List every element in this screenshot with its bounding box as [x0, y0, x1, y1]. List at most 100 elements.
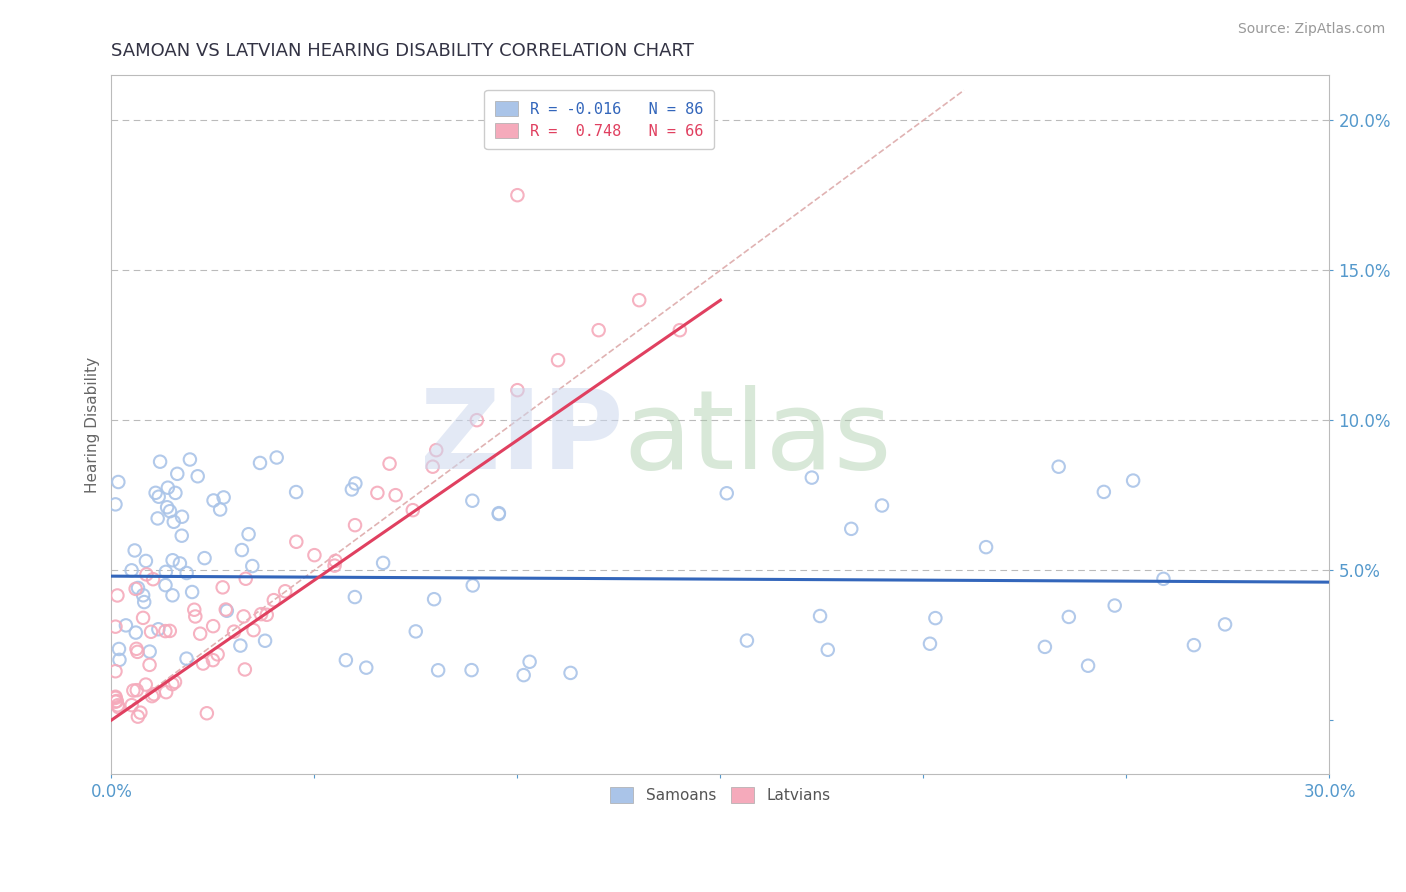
Point [325, 554, 347, 568]
Point [256, 607, 278, 622]
Point [229, 639, 252, 653]
Point [105, 694, 128, 708]
Point [1077, 658, 1099, 673]
Point [250, 607, 273, 621]
Point [129, 706, 152, 720]
Point [1104, 599, 1126, 613]
Point [222, 624, 245, 639]
Text: SAMOAN VS LATVIAN HEARING DISABILITY CORRELATION CHART: SAMOAN VS LATVIAN HEARING DISABILITY COR… [111, 42, 695, 60]
Point [323, 558, 346, 573]
Point [1092, 484, 1115, 499]
Point [274, 584, 297, 599]
Point [155, 578, 177, 592]
Point [1057, 610, 1080, 624]
Point [263, 593, 285, 607]
Point [215, 604, 238, 618]
Point [108, 642, 131, 657]
Point [104, 620, 127, 634]
Point [188, 626, 211, 640]
Point [669, 323, 692, 337]
Point [169, 557, 191, 571]
Point [162, 553, 184, 567]
Point [1122, 474, 1144, 488]
Point [212, 491, 235, 505]
Point [104, 690, 127, 705]
Point [108, 653, 131, 667]
Point [170, 509, 193, 524]
Point [125, 683, 148, 698]
Point [107, 475, 129, 489]
Point [193, 551, 215, 566]
Point [340, 483, 363, 497]
Point [1033, 640, 1056, 654]
Point [156, 500, 179, 515]
Point [166, 467, 188, 481]
Point [628, 293, 651, 308]
Point [506, 383, 529, 397]
Point [159, 624, 181, 638]
Point [839, 522, 862, 536]
Point [170, 529, 193, 543]
Point [134, 595, 156, 609]
Point [405, 624, 427, 639]
Point [142, 572, 165, 586]
Point [423, 592, 446, 607]
Point [402, 503, 425, 517]
Point [127, 645, 149, 659]
Point [335, 653, 357, 667]
Point [132, 588, 155, 602]
Point [195, 706, 218, 721]
Point [115, 618, 138, 632]
Point [143, 687, 166, 701]
Point [384, 488, 406, 502]
Point [104, 690, 127, 704]
Point [122, 683, 145, 698]
Point [124, 582, 146, 596]
Point [870, 499, 893, 513]
Point [176, 651, 198, 665]
Point [179, 452, 201, 467]
Point [145, 486, 167, 500]
Point [181, 585, 204, 599]
Y-axis label: Hearing Disability: Hearing Disability [86, 357, 100, 492]
Point [378, 457, 401, 471]
Point [249, 456, 271, 470]
Point [148, 490, 170, 504]
Point [107, 700, 129, 714]
Point [343, 590, 366, 604]
Point [716, 486, 738, 500]
Point [422, 459, 444, 474]
Point [104, 497, 127, 511]
Point [242, 623, 264, 637]
Point [488, 507, 510, 521]
Point [231, 543, 253, 558]
Point [1047, 459, 1070, 474]
Point [107, 589, 129, 603]
Point [163, 515, 186, 529]
Point [1213, 617, 1236, 632]
Point [354, 661, 377, 675]
Point [146, 511, 169, 525]
Point [588, 323, 610, 337]
Point [512, 668, 534, 682]
Point [304, 548, 326, 562]
Point [149, 455, 172, 469]
Point [132, 611, 155, 625]
Point [547, 353, 569, 368]
Point [162, 588, 184, 602]
Text: Source: ZipAtlas.com: Source: ZipAtlas.com [1237, 22, 1385, 37]
Point [202, 619, 225, 633]
Point [159, 504, 181, 518]
Point [165, 486, 187, 500]
Point [232, 609, 254, 624]
Point [461, 578, 484, 592]
Point [235, 572, 257, 586]
Point [366, 486, 388, 500]
Point [155, 685, 177, 699]
Point [285, 534, 308, 549]
Point [371, 556, 394, 570]
Point [924, 611, 946, 625]
Point [285, 485, 308, 500]
Point [1182, 638, 1205, 652]
Point [254, 633, 277, 648]
